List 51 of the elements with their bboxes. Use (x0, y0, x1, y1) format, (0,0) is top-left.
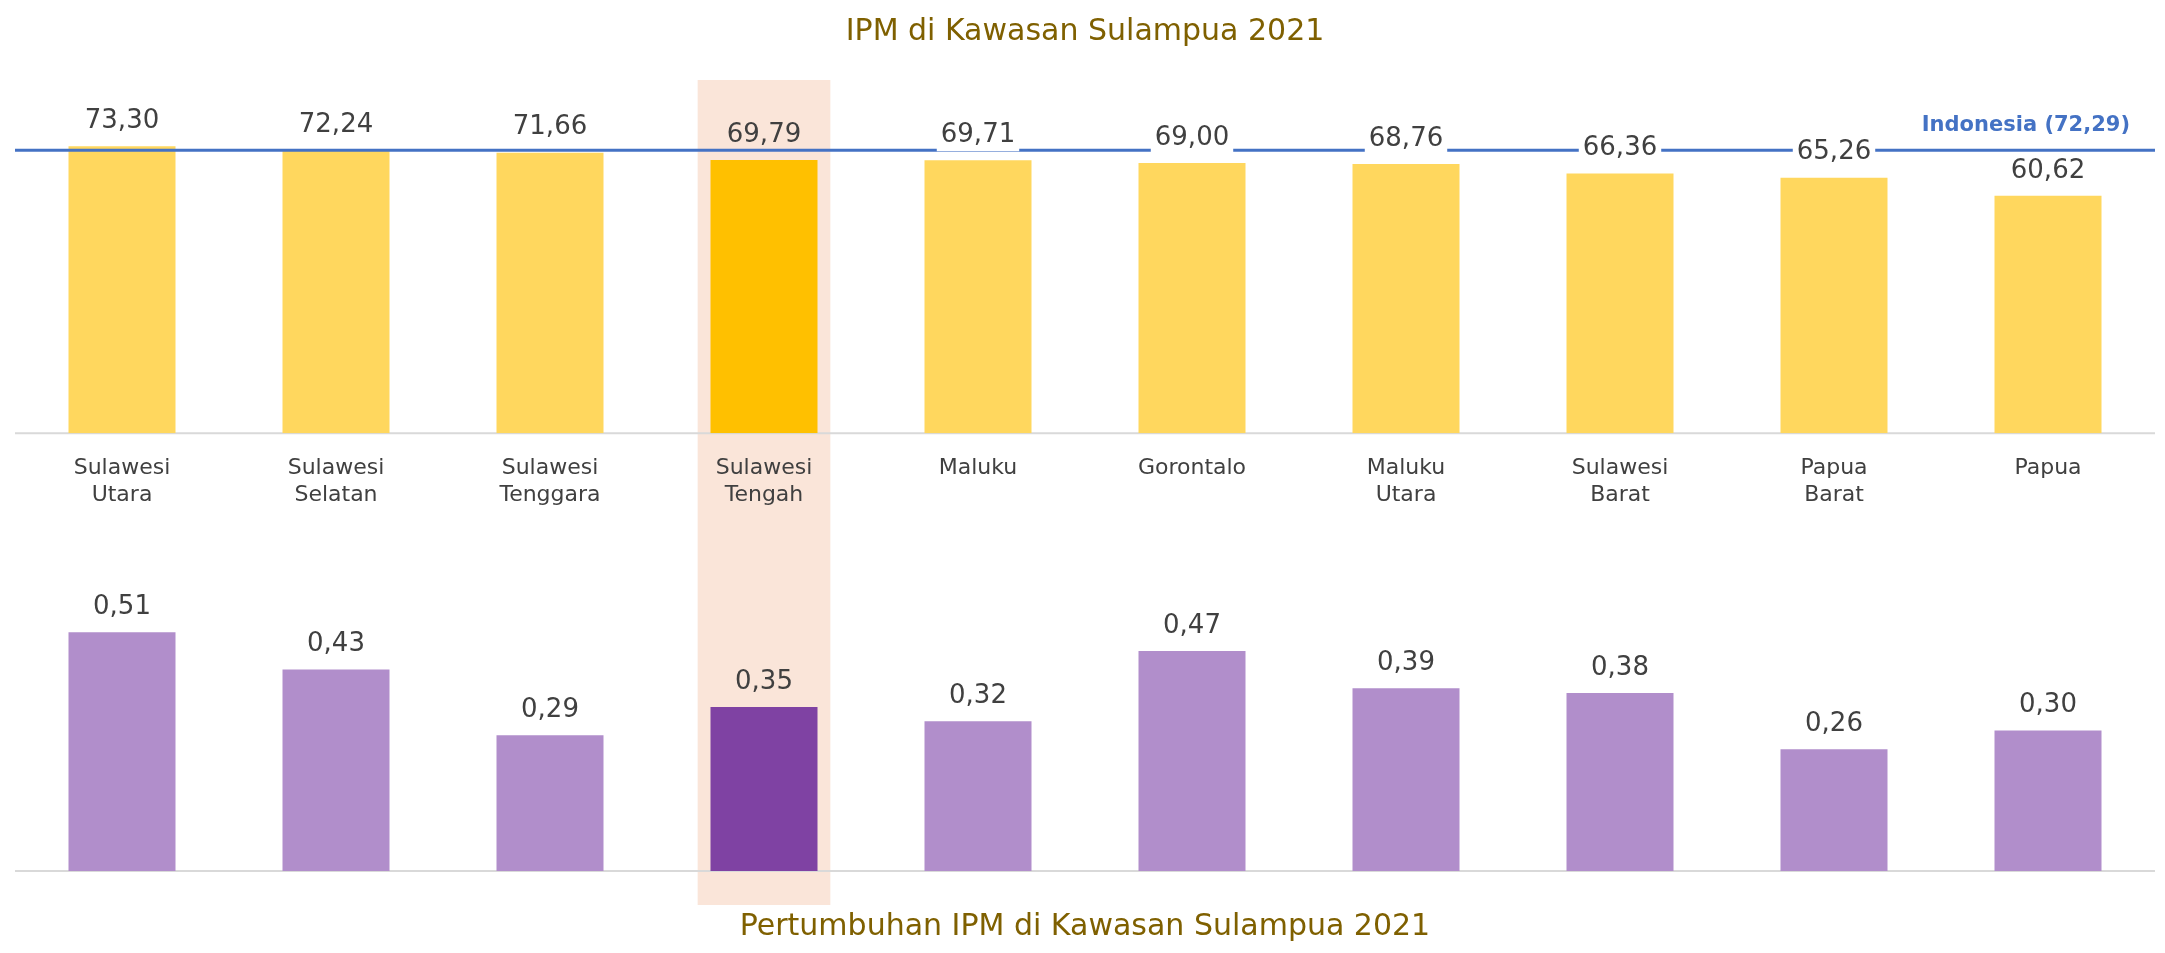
bar (1780, 749, 1888, 871)
bar (1352, 688, 1460, 871)
data-label: 0,26 (1805, 706, 1863, 737)
data-label: 71,66 (512, 110, 588, 141)
data-label: 73,30 (84, 103, 160, 134)
bar (1780, 177, 1888, 434)
data-label: 65,26 (1796, 135, 1872, 166)
bar (496, 735, 604, 871)
data-label: 69,71 (940, 118, 1016, 149)
x-tick-label: Sulawesi Tenggara (498, 454, 601, 506)
data-label: 66,36 (1582, 131, 1658, 162)
data-label: 0,38 (1591, 650, 1649, 681)
bar (1566, 693, 1674, 871)
bar (1566, 173, 1674, 434)
bar (1138, 650, 1246, 871)
x-tick-label: Sulawesi Selatan (287, 454, 385, 506)
data-label: 0,30 (2019, 688, 2077, 719)
data-label: 0,47 (1163, 608, 1221, 639)
data-label: 0,35 (735, 664, 793, 695)
bar (1138, 163, 1246, 434)
x-tick-label: Sulawesi Tengah (715, 454, 813, 506)
x-tick-label: Papua Barat (1800, 454, 1868, 506)
data-label: 69,00 (1154, 120, 1230, 151)
x-tick-label: Sulawesi Utara (73, 454, 171, 506)
bar (282, 150, 390, 434)
data-label: 68,76 (1368, 121, 1444, 152)
bar (1352, 164, 1460, 434)
data-label: 0,29 (521, 692, 579, 723)
text: Pertumbuhan IPM di Kawasan Sulampua 2021 (739, 906, 1431, 942)
data-label: 0,39 (1377, 646, 1435, 677)
bar (496, 152, 604, 434)
bar (68, 146, 176, 434)
x-tick-label: Papua (2014, 454, 2082, 480)
x-tick-label: Maluku (938, 454, 1018, 480)
data-label: 0,43 (307, 627, 365, 658)
data-label: 0,51 (93, 589, 151, 620)
x-tick-label: Maluku Utara (1366, 454, 1446, 506)
x-tick-label: Gorontalo (1137, 454, 1247, 480)
data-label: 0,32 (949, 678, 1007, 709)
ref-line-label: Indonesia (72,29) (1921, 112, 2130, 137)
bar (924, 160, 1032, 434)
data-label: 69,79 (726, 117, 802, 148)
x-tick-label: Sulawesi Barat (1571, 454, 1669, 506)
chart-title: IPM di Kawasan Sulampua 2021 (845, 11, 1325, 47)
bar (1994, 195, 2102, 434)
bar (68, 632, 176, 871)
data-label: 60,62 (2010, 153, 2086, 184)
bar (282, 669, 390, 871)
bar (1994, 730, 2102, 871)
data-label: 72,24 (298, 108, 374, 139)
bar (924, 721, 1032, 871)
